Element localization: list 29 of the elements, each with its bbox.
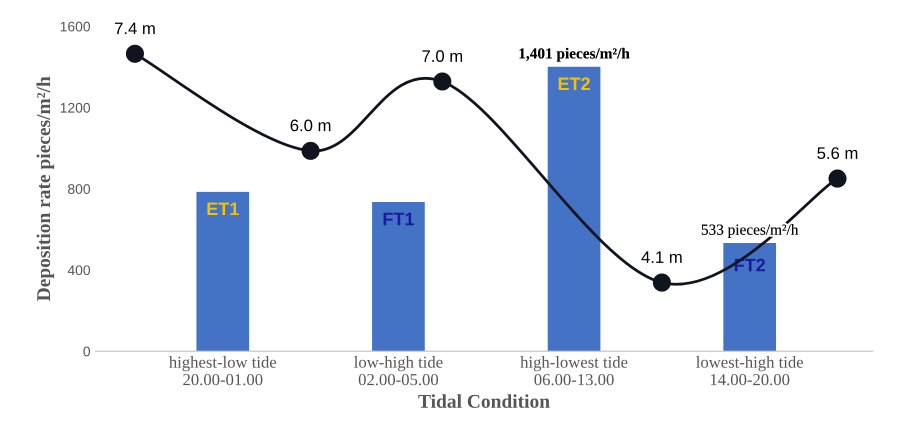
annotation: ET1 — [207, 202, 239, 216]
data-label: 4.1 m — [641, 251, 682, 263]
data-label: 6.0 m — [290, 120, 330, 132]
data-label: 5.6 m — [817, 147, 858, 160]
x-tick-label: low-high tide 02.00-05.00 — [354, 356, 443, 386]
y-tick-label: 1200 — [60, 102, 90, 113]
bar — [723, 242, 776, 352]
y-tick-label: 0 — [83, 346, 90, 356]
point — [302, 142, 320, 160]
point — [652, 274, 671, 292]
x-tick-label: high-lowest tide 06.00-13.00 — [520, 356, 628, 386]
y-tick-label: 400 — [68, 265, 90, 276]
x-axis-title: Tidal Condition — [418, 394, 550, 408]
annotation: FT1 — [384, 212, 414, 226]
bar — [372, 202, 425, 352]
data-label: 7.4 m — [114, 22, 155, 34]
annotation: ET2 — [558, 77, 590, 90]
x-tick-label: highest-low tide 20.00-01.00 — [169, 356, 276, 386]
point — [433, 72, 452, 91]
data-label: 1,401 pieces/m²/h — [520, 48, 630, 62]
data-label: 7.0 m — [422, 50, 462, 62]
point — [126, 44, 144, 63]
y-tick-label: 800 — [68, 184, 90, 194]
y-tick-label: 1600 — [60, 22, 90, 32]
y-axis-title: Deposition rate pieces/m²/h — [36, 76, 54, 301]
bar — [196, 192, 250, 352]
bar — [548, 66, 600, 352]
point — [828, 170, 847, 188]
x-tick-label: lowest-high tide 14.00-20.00 — [696, 356, 804, 386]
